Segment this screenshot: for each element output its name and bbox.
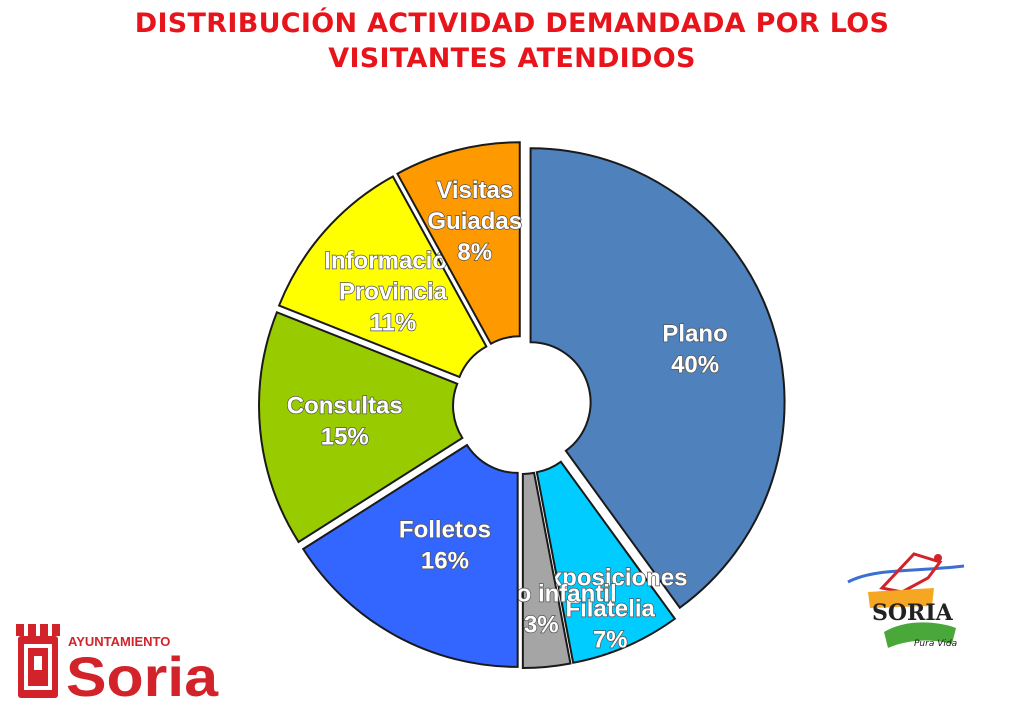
swoosh-blue-icon	[847, 564, 965, 584]
title-line-2: VISITANTES ATENDIDOS	[328, 43, 696, 74]
slice-label-informaci-n-provincia: Información Provincia 11%	[324, 247, 461, 336]
slice-label-consultas: Consultas 15%	[287, 392, 403, 450]
green-band-icon	[884, 622, 956, 648]
title-line-1: DISTRIBUCIÓN ACTIVIDAD DEMANDADA POR LOS	[134, 8, 890, 39]
ayuntamiento-label: AYUNTAMIENTO	[68, 634, 170, 649]
pie-slice-visitas-guiadas	[396, 141, 521, 346]
slice-label-line: 15%	[321, 423, 369, 450]
slice-label-line: Guiadas	[427, 208, 522, 235]
dot-icon	[934, 554, 942, 562]
page-title: DISTRIBUCIÓN ACTIVIDAD DEMANDADA POR LOS…	[0, 6, 1024, 76]
soria-pura-vida-logo: SORIA Pura Vida	[847, 552, 965, 649]
soria-wordmark: Soria	[66, 645, 219, 700]
orange-band-icon	[868, 588, 934, 608]
pie-slice-plano	[529, 147, 786, 610]
slice-label-visitas-guiadas: Visitas Guiadas 8%	[427, 177, 522, 266]
slice-label-line: Consultas	[287, 392, 403, 419]
slice-label-line: Provincia	[339, 278, 448, 305]
soria-brand-text: SORIA	[872, 600, 954, 626]
slice-label-line: Filatelia	[565, 596, 655, 623]
slice-label-line: Folletos	[399, 517, 491, 544]
pie-slice-informaci-n-provincia	[277, 175, 488, 379]
slice-label-line: 16%	[421, 548, 469, 575]
tagline-text: Pura Vida	[914, 639, 957, 649]
slice-label-line: 3%	[524, 612, 559, 639]
pie-slice-consultas	[258, 311, 464, 544]
ayuntamiento-soria-logo: AYUNTAMIENTO Soria	[16, 624, 219, 700]
slice-label-plano: Plano 40%	[662, 320, 727, 378]
slice-label-line: 7%	[593, 627, 628, 654]
slice-label-line: Plano	[662, 320, 727, 347]
castle-crest-icon	[16, 624, 60, 698]
pie-slice-folletos	[301, 443, 519, 668]
slice-label-folletos: Folletos 16%	[399, 517, 491, 575]
slice-label-exposiciones-filatelia: Exposiciones Filatelia 7%	[533, 565, 688, 654]
slice-label-line: Visitas	[436, 177, 513, 204]
slice-label-line: 11%	[370, 309, 417, 336]
pie-slice-plano-infantil	[521, 471, 572, 669]
slice-label-line: 40%	[671, 351, 719, 378]
slice-label-line: Exposiciones	[533, 565, 688, 592]
slice-label-line: 8%	[457, 239, 492, 266]
pie-slice-exposiciones-filatelia	[535, 460, 677, 664]
